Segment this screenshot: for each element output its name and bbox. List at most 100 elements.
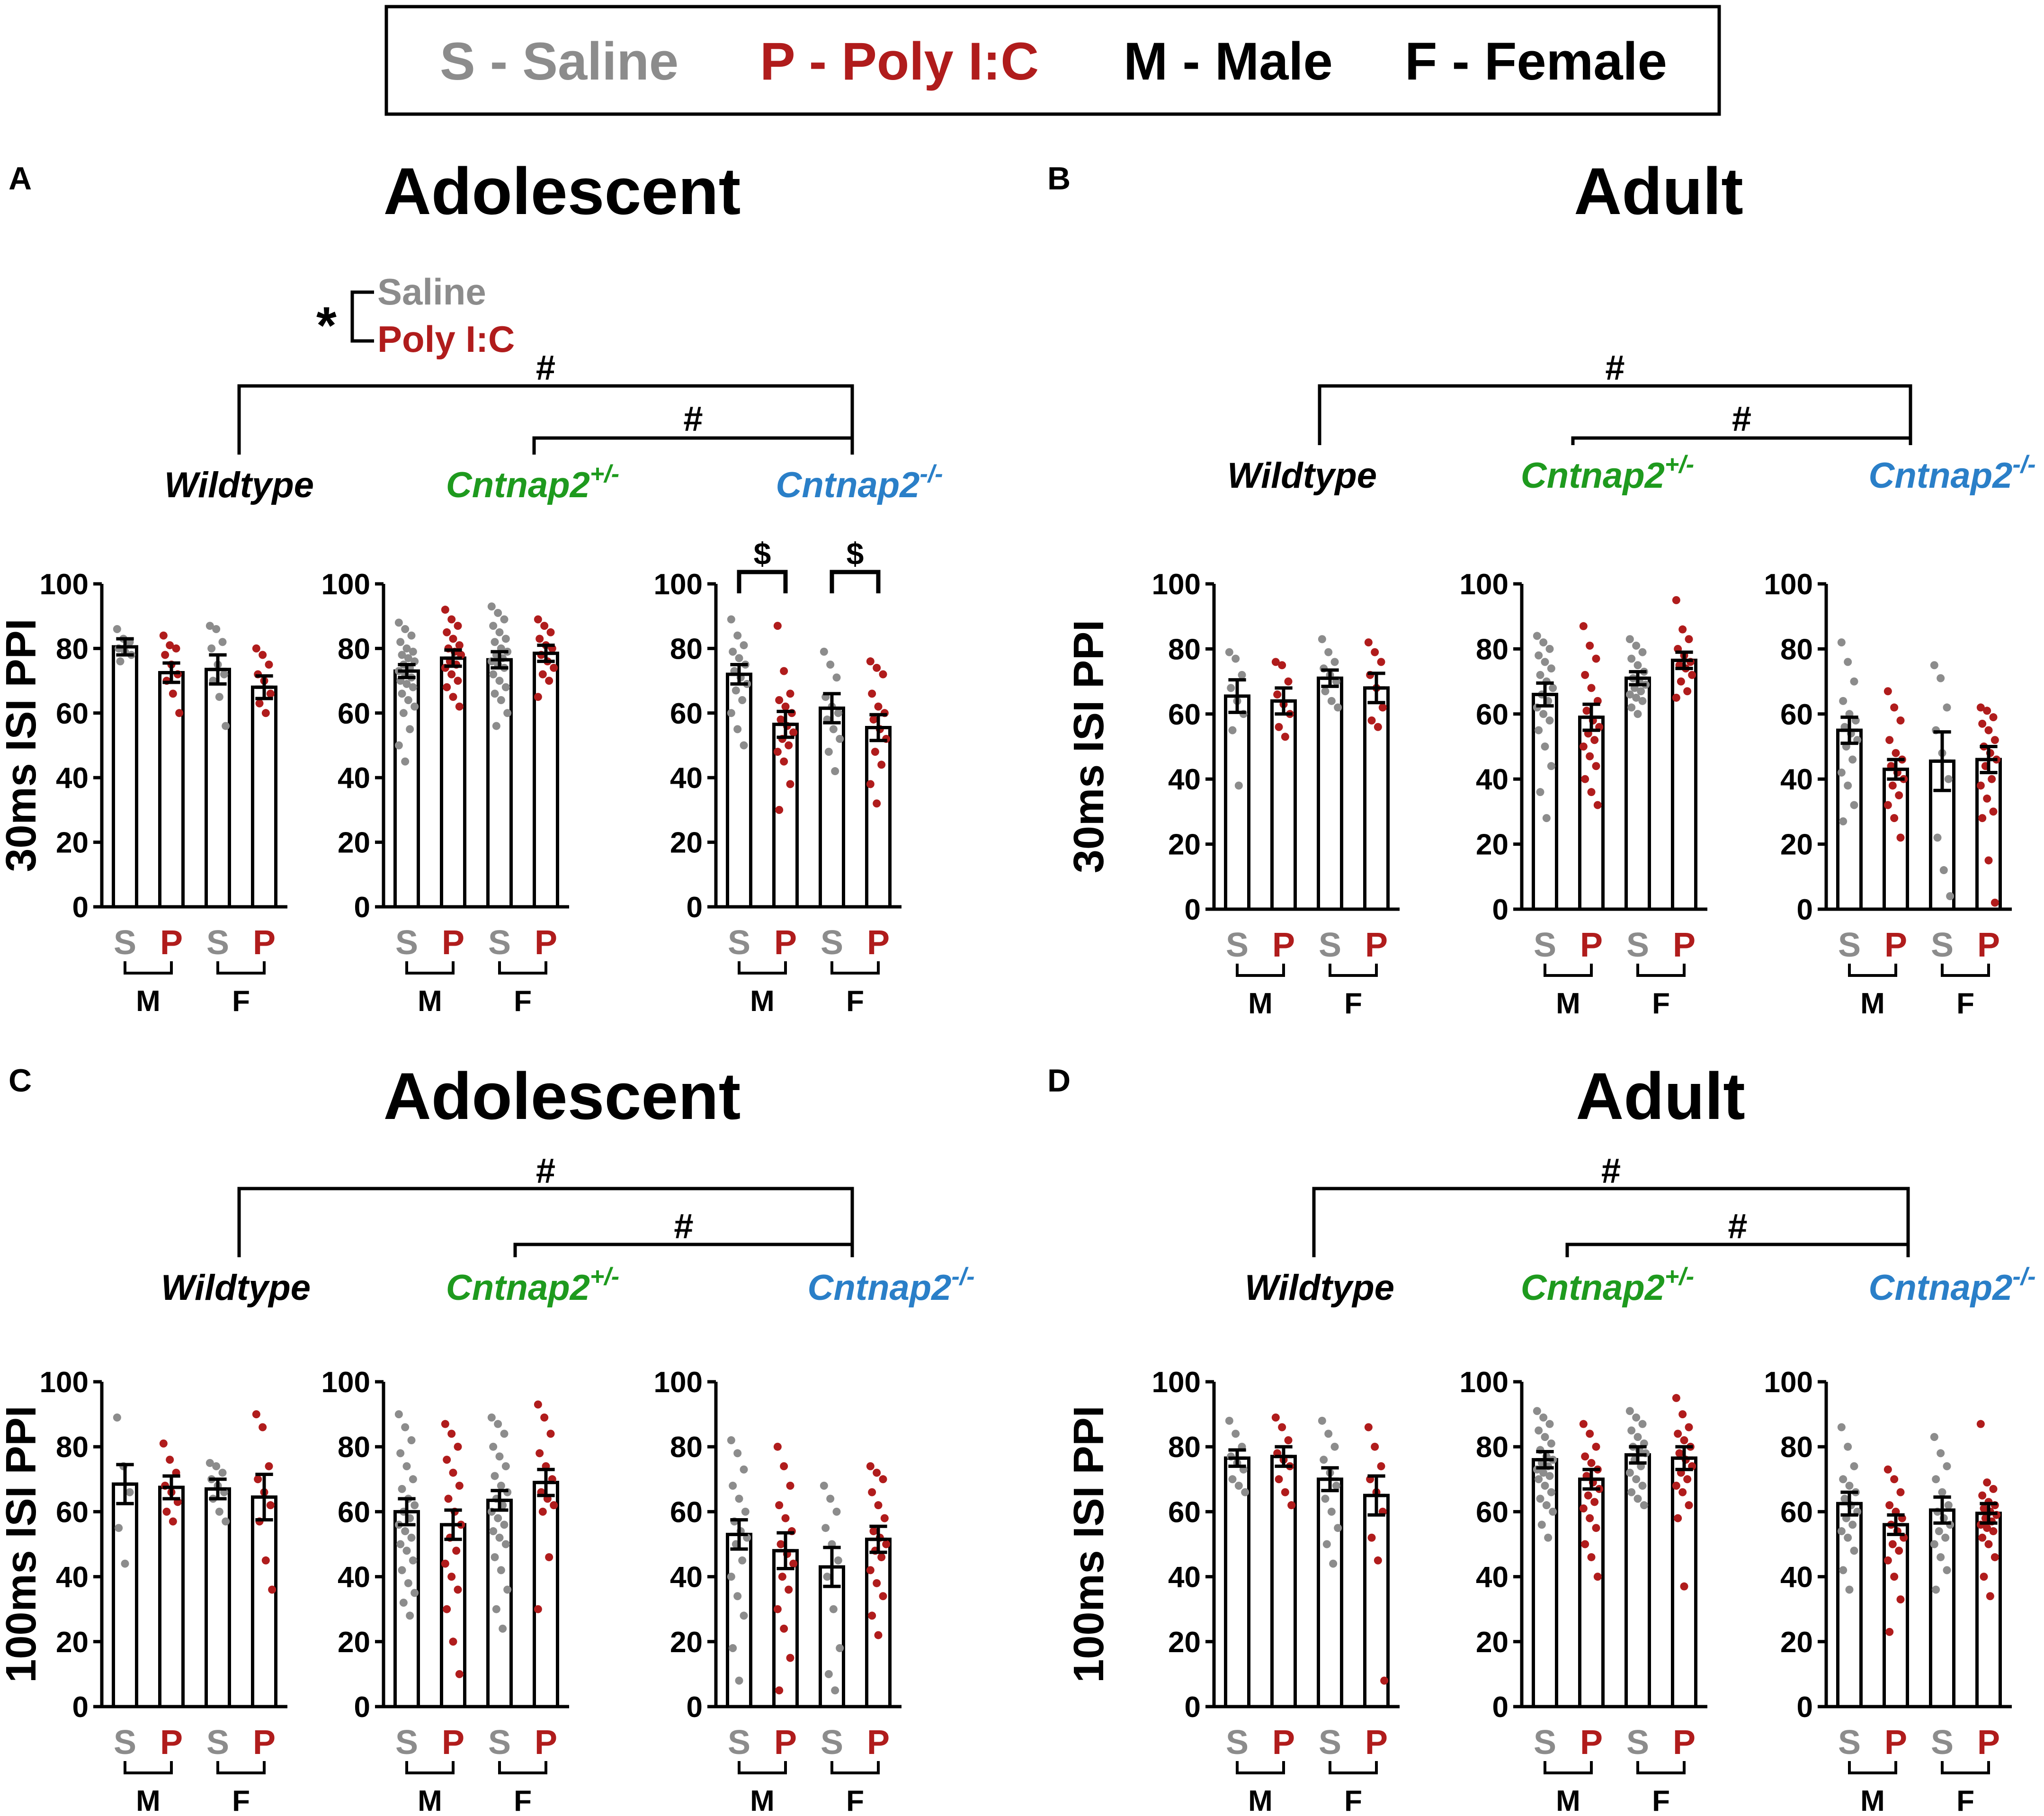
error-bar-b-0-0 [1228,678,1246,714]
data-point-c-0-3-2 [265,1462,273,1470]
sig-bracket-dollar-1 [830,570,881,593]
y-tick-label-b-0-100: 100 [1152,568,1201,601]
x-tick-label-b-2-2: S [1931,926,1954,964]
error-bar-d-1-0 [1536,1449,1554,1470]
data-point-a-2-2-8 [836,734,844,743]
genotype-label-a-2: Cntnap2-/- [776,460,943,505]
data-point-d-1-1-15 [1587,1553,1596,1561]
data-point-c-2-3-1 [873,1468,881,1477]
data-point-b-2-0-13 [1850,801,1858,809]
data-point-c-1-3-8 [550,1501,558,1510]
data-point-a-1-0-3 [396,638,405,646]
data-point-a-2-3-11 [866,780,875,788]
data-point-b-1-0-14 [1535,726,1543,734]
y-tick-label-b-2-0: 0 [1797,894,1813,926]
data-point-c-2-0-4 [735,1494,743,1503]
x-tick-label-c-0-1: P [160,1724,183,1762]
error-bar-a-2-1 [777,709,794,739]
data-point-d-1-0-2 [1545,1420,1554,1428]
data-point-d-1-0-21 [1544,1533,1553,1542]
data-point-c-0-2-0 [205,1459,214,1467]
data-point-c-1-2-21 [499,1624,507,1633]
sex-label-b-1-0: M [1556,987,1580,1020]
bar-c-0-0 [112,1482,138,1709]
data-point-c-2-0-11 [727,1573,735,1581]
y-tick-label-b-1-100: 100 [1460,568,1508,601]
data-point-a-1-1-16 [455,702,464,711]
data-point-a-2-0-3 [729,647,737,656]
data-point-a-1-1-1 [447,615,456,624]
x-tick-label-b-0-0: S [1226,926,1249,964]
sex-label-d-0-0: M [1248,1785,1273,1816]
data-point-c-1-0-2 [407,1436,416,1444]
data-point-c-0-2-7 [215,1507,223,1516]
y-tick-label-d-2-20: 20 [1780,1626,1813,1659]
data-point-c-0-3-8 [268,1585,277,1594]
data-point-d-0-2-10 [1329,1559,1338,1568]
data-point-a-2-3-3 [868,689,876,698]
error-bar-c-0-2 [209,1477,227,1501]
sig-hash-inner-d: # [1728,1207,1747,1246]
sex-bracket-b-1-1 [1636,964,1686,977]
data-point-d-2-0-14 [1839,1566,1848,1574]
sex-bracket-c-1-1 [498,1761,547,1774]
data-point-c-1-3-10 [545,1553,553,1561]
data-point-c-1-1-4 [449,1468,457,1477]
data-point-c-2-2-0 [820,1482,828,1490]
error-bar-a-1-0 [398,663,416,680]
data-point-b-1-1-6 [1582,707,1591,715]
legend-saline: S - Saline [440,32,678,91]
data-point-c-1-1-14 [443,1605,451,1613]
genotype-label-a-1: Cntnap2+/- [446,460,619,505]
y-tick-label-a-0-40: 40 [56,762,89,795]
sig-hash-outer-d: # [1601,1151,1621,1190]
y-tick-label-d-0-80: 80 [1168,1431,1201,1464]
data-point-b-2-0-2 [1850,677,1858,686]
data-point-a-2-3-6 [869,715,878,724]
sig-bracket-treatment [350,290,374,343]
x-tick-label-c-0-3: P [253,1724,276,1762]
sex-bracket-a-2-0 [738,961,787,975]
data-point-d-2-2-1 [1937,1449,1945,1458]
data-point-a-1-3-2 [546,628,555,636]
error-bar-a-0-0 [116,637,134,657]
data-point-d-2-1-13 [1896,1595,1905,1604]
data-point-c-2-1-3 [775,1501,784,1510]
data-point-c-2-0-13 [740,1611,748,1620]
data-point-a-2-0-13 [740,741,748,750]
data-point-d-2-1-10 [1895,1547,1903,1555]
data-point-b-2-2-7 [1939,866,1948,875]
data-point-a-1-1-13 [454,677,462,685]
data-point-b-1-2-15 [1633,710,1642,718]
data-point-c-0-0-2 [125,1488,134,1496]
data-point-b-1-3-11 [1672,693,1680,702]
x-tick-label-a-2-1: P [774,924,797,962]
error-bar-a-1-3 [537,644,555,663]
y-axis-label-a: 30ms ISI PPI [0,618,45,872]
data-point-b-1-0-8 [1549,684,1557,692]
data-point-a-1-0-7 [404,654,412,662]
data-point-c-1-0-6 [398,1485,406,1493]
data-point-c-1-3-0 [534,1400,542,1409]
data-point-b-2-2-1 [1937,674,1945,682]
data-point-a-1-3-3 [536,635,544,643]
data-point-a-1-0-15 [402,680,411,688]
data-point-b-0-2-8 [1334,703,1342,712]
data-point-c-2-3-6 [869,1527,878,1536]
sex-label-c-1-0: M [418,1785,442,1816]
data-point-a-2-1-10 [785,741,793,750]
data-point-d-0-0-7 [1234,1482,1243,1490]
data-point-c-1-0-0 [394,1410,403,1419]
bar-b-0-3 [1363,686,1390,911]
y-axis-label-d: 100ms ISI PPI [1065,1405,1113,1682]
data-point-b-2-3-11 [1976,781,1985,790]
panel-letter-b: B [1047,161,1071,197]
data-point-d-2-0-10 [1848,1521,1857,1529]
data-point-d-1-0-20 [1537,1521,1546,1529]
data-point-a-0-1-3 [161,651,170,659]
y-tick-label-b-2-60: 60 [1780,698,1813,731]
data-point-b-2-1-0 [1883,687,1892,696]
bar-a-0-3 [251,685,277,909]
sig-hash-outer-a: # [536,348,555,387]
data-point-c-1-1-10 [452,1547,461,1555]
